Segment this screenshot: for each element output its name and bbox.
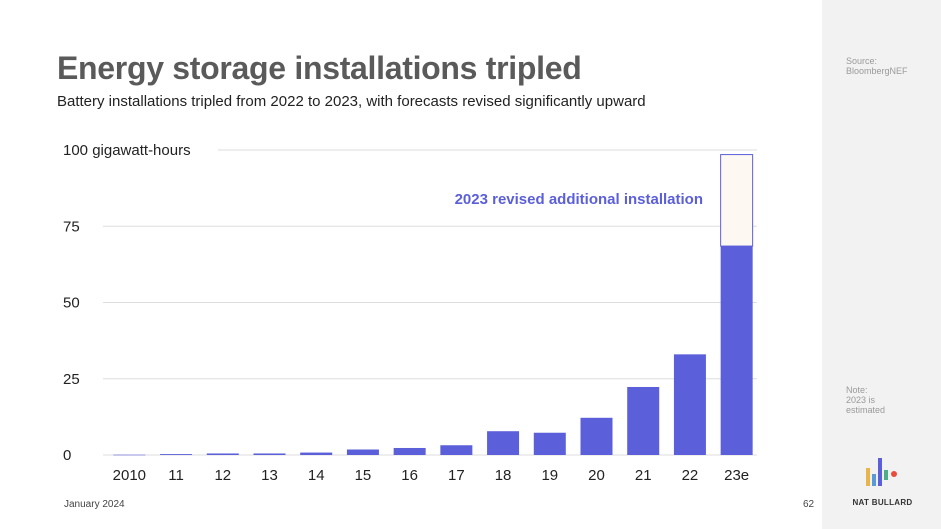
chart-subtitle: Battery installations tripled from 2022 … xyxy=(57,93,646,110)
bar xyxy=(160,454,193,455)
x-tick-label: 2010 xyxy=(113,467,146,484)
brand-logo-icon xyxy=(866,458,897,486)
x-tick-label: 18 xyxy=(495,467,512,484)
x-tick-label: 16 xyxy=(401,467,418,484)
x-tick-label: 20 xyxy=(588,467,605,484)
y-tick-label: 100 gigawatt-hours xyxy=(63,142,191,159)
y-tick-label: 0 xyxy=(63,447,71,464)
bar-revised xyxy=(720,154,754,247)
bar xyxy=(673,354,706,455)
bar xyxy=(720,246,753,455)
bar xyxy=(300,452,333,455)
brand-name: NAT BULLARD xyxy=(852,498,913,507)
bar xyxy=(113,454,146,456)
bar xyxy=(487,431,520,455)
x-tick-label: 19 xyxy=(541,467,558,484)
bar xyxy=(346,449,379,455)
chart-title: Energy storage installations tripled xyxy=(57,50,582,86)
slide-sidebar xyxy=(822,0,941,529)
x-tick-label: 14 xyxy=(308,467,325,484)
bar xyxy=(206,453,239,455)
bar xyxy=(533,432,566,455)
y-tick-label: 75 xyxy=(63,218,80,235)
x-tick-label: 15 xyxy=(355,467,372,484)
revised-annotation: 2023 revised additional installation xyxy=(455,191,703,208)
bar-chart: 0 25 50 75 100 gigawatt-hours 2010 11 12 13 14 15 1… xyxy=(63,142,757,484)
footer-date: January 2024 xyxy=(64,499,125,510)
x-tick-label: 17 xyxy=(448,467,465,484)
label-layer: 0 25 50 75 100 gigawatt-hours 2010 11 12 13 14 15 1… xyxy=(63,142,749,484)
x-tick-label: 21 xyxy=(635,467,652,484)
y-tick-label: 25 xyxy=(63,371,80,388)
bar xyxy=(440,445,473,455)
bar xyxy=(580,417,613,455)
x-tick-label: 22 xyxy=(682,467,699,484)
x-tick-label: 11 xyxy=(168,467,184,484)
y-tick-label: 50 xyxy=(63,295,80,312)
x-tick-label: 13 xyxy=(261,467,278,484)
x-tick-label: 12 xyxy=(214,467,231,484)
source-note: Source: BloombergNEF xyxy=(846,56,908,76)
page-number: 62 xyxy=(803,499,815,510)
estimate-note: Note: 2023 is estimated xyxy=(846,385,886,415)
bar xyxy=(627,386,660,455)
x-tick-label: 23e xyxy=(724,467,749,484)
bar xyxy=(393,447,426,455)
bar xyxy=(253,453,286,455)
bar-layer xyxy=(113,154,754,456)
